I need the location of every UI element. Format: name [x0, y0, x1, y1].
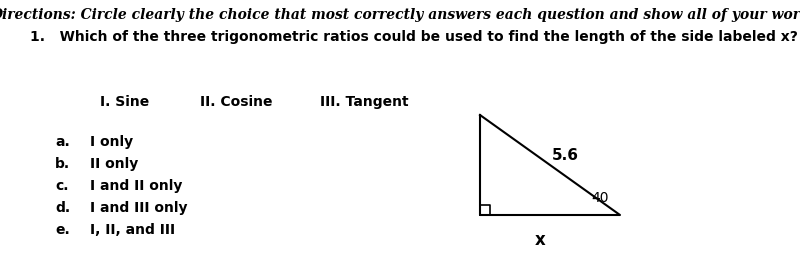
- Text: e.: e.: [55, 223, 70, 237]
- Text: d.: d.: [55, 201, 70, 215]
- Text: x: x: [534, 231, 546, 249]
- Text: b.: b.: [55, 157, 70, 171]
- Text: II only: II only: [90, 157, 138, 171]
- Text: a.: a.: [55, 135, 70, 149]
- Text: 5.6: 5.6: [551, 147, 578, 162]
- Text: c.: c.: [55, 179, 69, 193]
- Text: I, II, and III: I, II, and III: [90, 223, 175, 237]
- Text: I and III only: I and III only: [90, 201, 187, 215]
- Text: I and II only: I and II only: [90, 179, 182, 193]
- Text: 40: 40: [591, 191, 609, 205]
- Text: I only: I only: [90, 135, 133, 149]
- Text: 1.   Which of the three trigonometric ratios could be used to find the length of: 1. Which of the three trigonometric rati…: [30, 30, 798, 44]
- Text: Directions: Circle clearly the choice that most correctly answers each question : Directions: Circle clearly the choice th…: [0, 8, 800, 22]
- Text: III. Tangent: III. Tangent: [320, 95, 409, 109]
- Text: I. Sine: I. Sine: [100, 95, 150, 109]
- Text: II. Cosine: II. Cosine: [200, 95, 273, 109]
